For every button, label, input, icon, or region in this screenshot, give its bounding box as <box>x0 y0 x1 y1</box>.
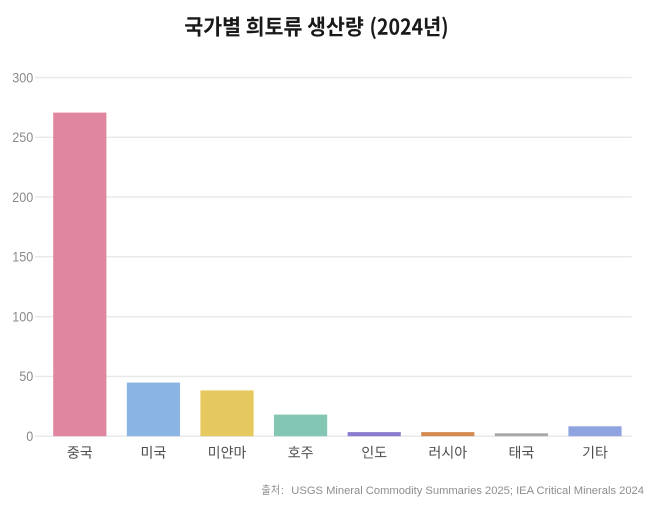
svg-text:100: 100 <box>12 308 33 324</box>
svg-text::: : <box>281 485 284 497</box>
svg-text:0: 0 <box>26 428 33 444</box>
svg-text:300: 300 <box>12 69 33 85</box>
svg-text:150: 150 <box>12 249 33 265</box>
svg-text:50: 50 <box>19 368 33 384</box>
svg-text:USGS Mineral Commodity Summari: USGS Mineral Commodity Summaries 2025; I… <box>291 485 644 497</box>
svg-text:200: 200 <box>12 189 33 205</box>
svg-text:250: 250 <box>12 129 33 145</box>
